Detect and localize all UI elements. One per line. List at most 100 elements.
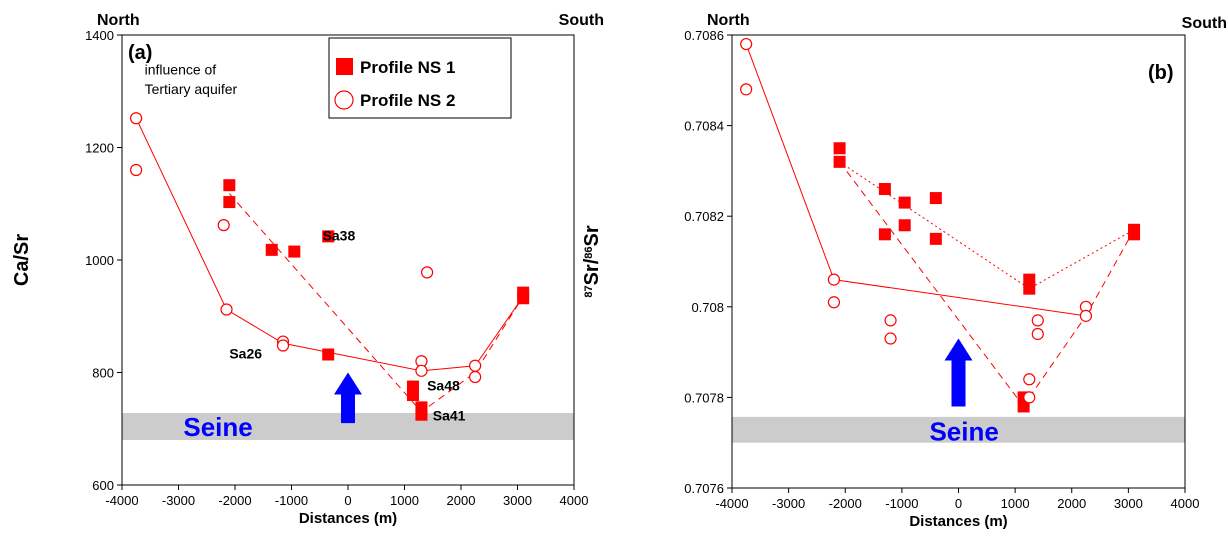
x-tick-label: 3000 [1114, 496, 1143, 511]
point-profile-ns1 [322, 230, 335, 243]
y-tick-labels: 600 800 1000 1200 1400 [85, 28, 114, 493]
y-tick-label: 0.708 [691, 300, 724, 315]
x-tick-label: -4000 [105, 493, 138, 508]
point-profile-ns2 [469, 359, 482, 372]
x-tick-label: 4000 [560, 493, 589, 508]
point-profile-ns2 [827, 296, 841, 309]
point-profile-ns1 [223, 179, 236, 192]
point-profile-ns2 [1031, 327, 1044, 341]
upward-arrow-icon [944, 338, 973, 407]
point-profile-ns2 [276, 339, 290, 352]
panel-b: -4000 -3000 -2000 -1000 0 1000 2000 3000 4000 0.… [581, 12, 1227, 530]
point-profile-ns1 [322, 348, 335, 361]
annotation: Tertiary aquifer [145, 81, 238, 97]
seine-label: Seine [929, 417, 998, 447]
north-label: North [707, 12, 750, 29]
point-profile-ns2 [130, 163, 143, 177]
north-label: North [97, 12, 140, 29]
point-profile-ns1 [878, 228, 891, 241]
y-tick-label: 1200 [85, 141, 114, 156]
point-profile-ns1 [265, 243, 278, 256]
x-tick-label: -2000 [829, 496, 862, 511]
point-profile-ns1 [1023, 273, 1036, 286]
series-line-solid [135, 118, 524, 372]
y-label-part: Sr [581, 225, 603, 246]
series-line-dashed [839, 161, 1025, 407]
point-profile-ns2 [1023, 373, 1036, 386]
x-axis-label: Distances (m) [909, 513, 1007, 530]
point-profile-ns1 [223, 196, 236, 209]
y-tick-label: 0.7084 [684, 119, 724, 134]
point-profile-ns2 [217, 219, 230, 232]
data-points [130, 112, 530, 421]
point-profile-ns2 [220, 303, 233, 316]
annotations: influence of Tertiary aquifer Sa38 Sa26 Sa48… [145, 61, 466, 423]
y-tick-label: 600 [92, 478, 114, 493]
point-profile-ns1 [406, 389, 419, 401]
arrow-shape [944, 338, 973, 407]
x-axis-label: Distances (m) [299, 510, 397, 527]
annotation: Sa41 [433, 407, 466, 423]
y-axis-label: Ca/Sr [11, 234, 33, 286]
y-tick-label: 0.7076 [684, 481, 724, 496]
panel-label: (b) [1148, 62, 1174, 84]
axis-ticks [727, 34, 1186, 493]
upward-arrow-icon [334, 372, 362, 424]
point-profile-ns1 [1128, 228, 1141, 241]
x-tick-labels: -4000 -3000 -2000 -1000 0 1000 2000 3000 4000 [105, 493, 588, 508]
point-profile-ns2 [421, 266, 434, 279]
plot-frame [731, 34, 1186, 489]
x-tick-label: 3000 [503, 493, 532, 508]
x-tick-label: 0 [955, 496, 962, 511]
seine-label: Seine [183, 412, 252, 442]
point-profile-ns1 [517, 292, 530, 305]
point-profile-ns1 [878, 183, 891, 196]
y-axis-label: 87Sr/86Sr [581, 225, 603, 298]
annotation: Sa38 [323, 227, 356, 243]
point-profile-ns2 [740, 83, 753, 96]
x-tick-labels: -4000 -3000 -2000 -1000 0 1000 2000 3000 4000 [715, 496, 1199, 511]
point-profile-ns1 [1017, 400, 1030, 413]
point-profile-ns2 [884, 332, 897, 345]
plot-frame [121, 34, 575, 486]
data-points [740, 37, 1141, 413]
y-tick-labels: 0.7076 0.7078 0.708 0.7082 0.7084 0.7086 [684, 28, 724, 496]
legend-marker-square [336, 58, 353, 75]
x-tick-label: 4000 [1171, 496, 1200, 511]
y-label-superscript-87: 87 [583, 285, 595, 297]
point-profile-ns1 [415, 408, 428, 421]
point-profile-ns1 [288, 245, 301, 258]
axis-ticks [117, 34, 575, 490]
x-tick-label: -1000 [275, 493, 308, 508]
point-profile-ns2 [130, 112, 143, 125]
point-profile-ns2 [884, 314, 897, 327]
point-profile-ns1 [833, 155, 846, 168]
point-profile-ns1 [833, 142, 846, 155]
point-profile-ns2 [740, 37, 753, 51]
series-line-dotted [839, 161, 1135, 290]
annotation: Sa26 [229, 345, 262, 361]
y-label-part: Sr/ [581, 258, 603, 285]
y-tick-label: 1400 [85, 28, 114, 43]
x-tick-label: 1000 [390, 493, 419, 508]
arrow-shape [334, 372, 362, 424]
x-tick-label: -1000 [885, 496, 918, 511]
south-label: South [559, 12, 604, 29]
y-tick-label: 1000 [85, 253, 114, 268]
point-profile-ns2 [1023, 391, 1036, 404]
x-tick-label: -4000 [715, 496, 748, 511]
legend-entry-2: Profile NS 2 [360, 91, 455, 110]
x-tick-label: 0 [344, 493, 351, 508]
annotation: influence of [145, 61, 217, 77]
series-lines [135, 118, 524, 413]
y-tick-label: 0.7086 [684, 28, 724, 43]
annotation: Sa48 [427, 378, 460, 394]
point-profile-ns2 [1031, 314, 1044, 327]
legend-marker-circle [334, 90, 354, 110]
x-tick-label: -3000 [772, 496, 805, 511]
series-line-dashed [228, 193, 524, 413]
point-profile-ns2 [469, 370, 482, 384]
panel-label: (a) [128, 42, 152, 64]
legend-box [328, 37, 512, 119]
